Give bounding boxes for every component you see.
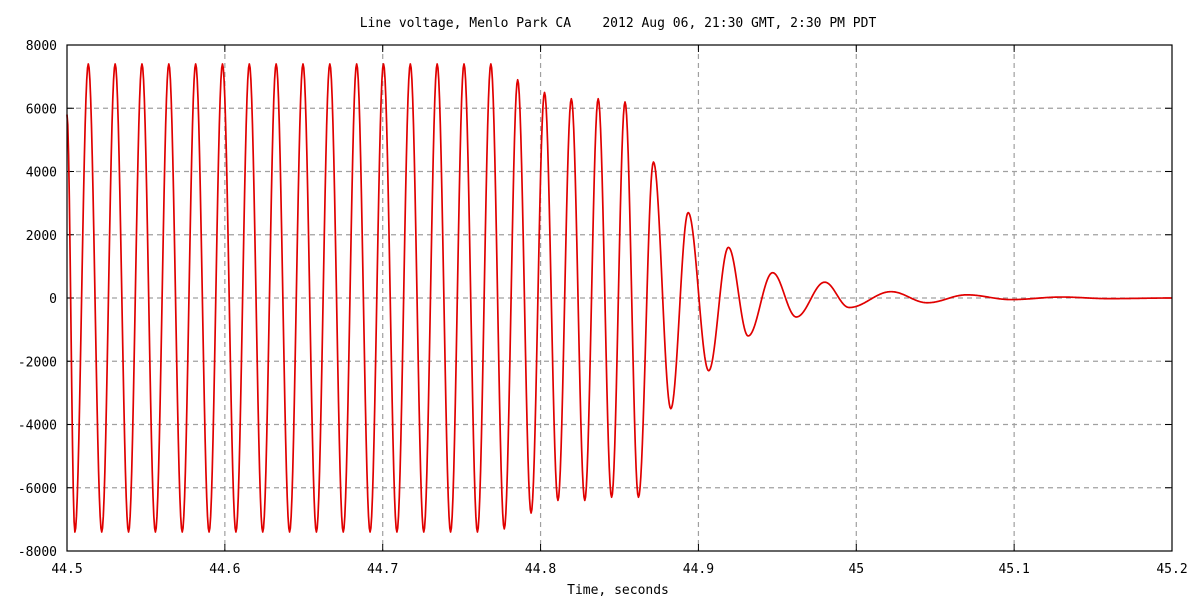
y-tick-label: -6000: [18, 482, 57, 497]
x-tick-label: 44.9: [683, 562, 714, 577]
x-tick-label: 44.5: [51, 562, 82, 577]
x-tick-label: 45.1: [998, 562, 1029, 577]
x-axis-label: Time, seconds: [567, 583, 669, 598]
y-tick-label: 4000: [26, 166, 57, 181]
x-tick-label: 44.8: [525, 562, 556, 577]
x-axis-tick-labels: 44.5 44.6 44.7 44.8 44.9 45 45.1 45.2: [51, 562, 1187, 577]
x-tick-label: 44.6: [209, 562, 240, 577]
y-tick-label: 2000: [26, 229, 57, 244]
y-axis-tick-labels: -8000 -6000 -4000 -2000 0 2000 4000 6000 8000: [18, 39, 57, 560]
x-tick-label: 45.2: [1156, 562, 1187, 577]
x-tick-label: 44.7: [367, 562, 398, 577]
y-tick-label: -4000: [18, 419, 57, 434]
y-tick-label: -8000: [18, 545, 57, 560]
y-tick-label: 6000: [26, 102, 57, 117]
y-tick-label: -2000: [18, 355, 57, 370]
plot-frame: [66, 44, 1173, 552]
x-tick-label: 45: [848, 562, 864, 577]
y-tick-label: 8000: [26, 39, 57, 54]
y-tick-label: 0: [49, 292, 57, 307]
chart-title: Line voltage, Menlo Park CA 2012 Aug 06,…: [360, 16, 877, 31]
voltage-trace-line: [66, 63, 1173, 533]
plot-area: [66, 63, 1173, 533]
